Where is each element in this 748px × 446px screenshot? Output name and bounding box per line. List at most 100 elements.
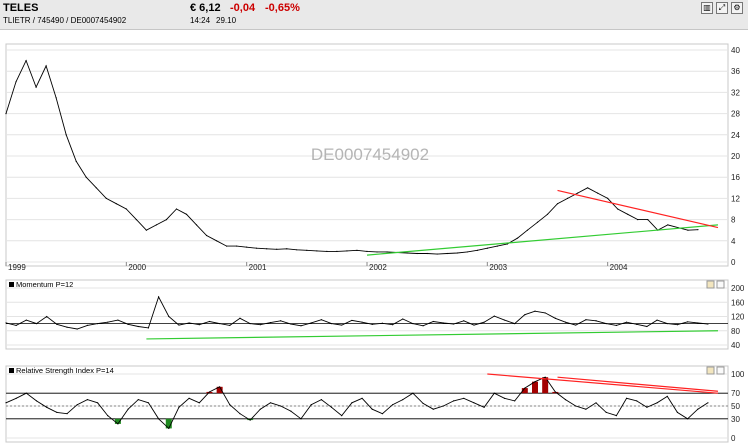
data-point	[66, 413, 68, 415]
data-point	[185, 213, 188, 215]
data-point	[115, 203, 117, 205]
data-point	[205, 234, 208, 237]
data-point	[496, 245, 498, 247]
zoom-icon[interactable]: ⤢	[716, 2, 728, 14]
quote-header: TELES TLIETR / 745490 / DE0007454902 € 6…	[0, 0, 748, 30]
data-point	[463, 320, 465, 322]
data-point	[46, 315, 48, 318]
price-change: -0,04	[230, 2, 256, 14]
data-point	[587, 187, 589, 189]
data-point	[310, 404, 312, 406]
data-point	[76, 404, 78, 406]
data-point	[127, 408, 129, 410]
data-point	[188, 322, 190, 324]
panel-frame-0	[5, 43, 729, 267]
overbought-area	[532, 381, 539, 394]
data-point	[432, 408, 434, 410]
data-point	[198, 324, 200, 326]
data-point	[25, 60, 27, 62]
data-point	[341, 415, 343, 417]
panel-close-icon	[716, 366, 725, 375]
data-point	[556, 203, 559, 205]
x-tick-label: 1999	[8, 263, 26, 272]
data-point	[65, 134, 67, 136]
data-point	[56, 323, 58, 325]
panel-title: Momentum P=12	[16, 280, 73, 289]
data-point	[667, 224, 669, 226]
data-point	[514, 400, 516, 402]
data-point	[361, 397, 363, 399]
oversold-area	[114, 418, 121, 424]
data-point	[534, 310, 536, 312]
data-point	[386, 251, 388, 253]
settings-icon[interactable]: ⚙	[731, 2, 743, 14]
data-point	[406, 252, 408, 254]
data-point	[95, 187, 97, 189]
data-point	[416, 252, 418, 255]
data-point	[595, 402, 597, 404]
data-point	[55, 97, 57, 99]
data-point	[56, 411, 58, 413]
data-point	[35, 323, 38, 325]
data-point	[107, 415, 109, 417]
data-point	[320, 399, 322, 401]
data-point	[366, 250, 368, 252]
y-tick-label: 20	[731, 152, 740, 161]
data-point	[493, 392, 495, 394]
x-tick-label: 2000	[128, 263, 146, 272]
data-point	[381, 322, 384, 324]
data-point	[35, 400, 38, 402]
quote-date: 29.10	[216, 16, 237, 25]
data-point	[249, 323, 251, 325]
panel-restore-icon	[706, 366, 715, 375]
data-point	[269, 321, 272, 324]
data-point	[436, 253, 438, 255]
data-point	[544, 376, 546, 378]
data-point	[536, 221, 539, 223]
data-point	[145, 229, 147, 231]
data-point	[412, 392, 414, 394]
data-point	[676, 411, 679, 413]
data-point	[178, 406, 180, 408]
data-point	[647, 219, 649, 221]
data-point	[576, 192, 579, 194]
data-point	[607, 197, 609, 199]
data-point	[595, 320, 597, 322]
data-point	[286, 248, 288, 250]
data-point	[402, 399, 404, 401]
y-tick-label: 80	[731, 327, 740, 336]
trendline	[146, 330, 718, 340]
data-point	[575, 405, 577, 407]
watermark: DE0007454902	[311, 145, 429, 164]
quote-time: 14:24	[190, 16, 211, 25]
instrument-identifiers: TLIETR / 745490 / DE0007454902	[3, 16, 127, 25]
data-point	[178, 324, 180, 326]
panel-restore-icon	[706, 280, 715, 289]
panel-close-icon	[716, 280, 725, 289]
data-point	[615, 324, 617, 327]
y-tick-label: 30	[731, 415, 740, 424]
series-line-0-0	[5, 59, 698, 255]
data-point	[341, 324, 343, 326]
y-tick-label: 40	[731, 341, 740, 350]
data-point	[646, 406, 648, 408]
data-point	[330, 406, 333, 408]
data-point	[155, 224, 158, 226]
data-point	[86, 399, 88, 401]
data-point	[137, 399, 139, 401]
data-point	[280, 405, 282, 407]
data-point	[585, 408, 587, 410]
panel-title-marker	[9, 368, 14, 373]
bar-chart-icon[interactable]: ▥	[701, 2, 713, 14]
data-point	[656, 319, 658, 321]
panel-title: Relative Strength Index P=14	[16, 366, 114, 375]
data-point	[666, 395, 668, 397]
data-point	[266, 248, 268, 250]
y-tick-label: 16	[731, 173, 740, 182]
data-point	[198, 402, 200, 404]
data-point	[506, 243, 508, 245]
data-point	[15, 81, 17, 83]
panel-title-marker	[9, 282, 14, 287]
data-point	[503, 397, 506, 399]
data-point	[697, 229, 699, 231]
